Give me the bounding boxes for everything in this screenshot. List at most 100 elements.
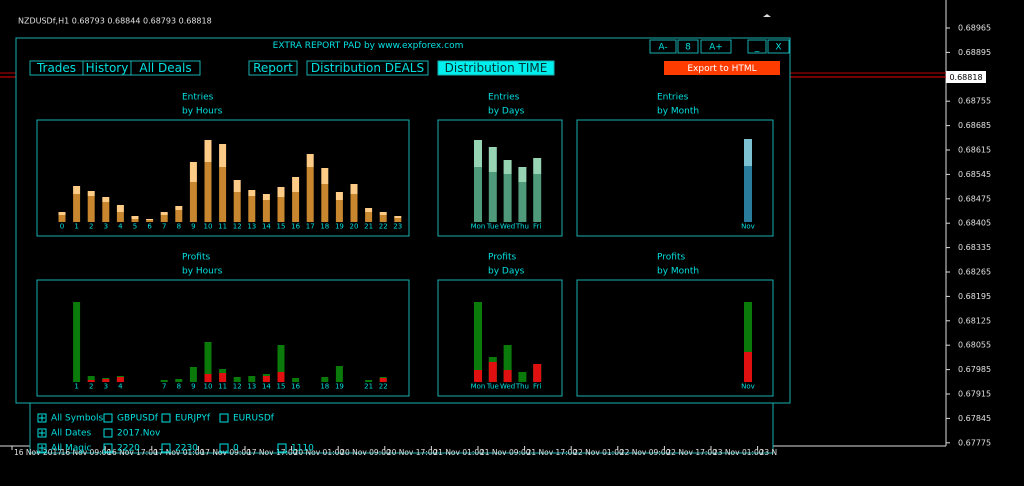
filter-label[interactable]: 2220 <box>117 444 140 454</box>
bar <box>262 200 270 222</box>
chart-title: Profits <box>488 253 516 263</box>
panel-button[interactable] <box>747 39 767 54</box>
view-label[interactable]: Distribution TIME <box>445 61 548 75</box>
checkbox-plus <box>39 445 45 451</box>
bar <box>204 342 212 382</box>
time-label: 21 Nov 09:00 <box>480 448 531 457</box>
x-label: 16 <box>291 223 300 231</box>
bar <box>394 216 402 218</box>
x-label: 22 <box>379 383 388 391</box>
x-label: 16 <box>291 383 300 391</box>
x-label: 0 <box>60 223 64 231</box>
bar <box>379 378 387 382</box>
x-label: 19 <box>335 223 344 231</box>
panel-button[interactable] <box>700 39 732 54</box>
checkbox[interactable] <box>219 413 229 423</box>
filter-label[interactable]: 2017.Nov <box>117 429 161 439</box>
tab-label[interactable]: History <box>86 61 129 75</box>
bar <box>233 377 241 382</box>
filter-label[interactable]: 2230 <box>175 444 198 454</box>
current-price-box <box>946 71 986 83</box>
button-label[interactable]: X <box>775 43 781 53</box>
price-label: 0.68125 <box>958 316 991 325</box>
bar <box>518 372 527 382</box>
checkbox[interactable] <box>161 413 171 423</box>
checkbox-plus <box>39 415 45 421</box>
x-label: 3 <box>104 383 108 391</box>
checkbox[interactable] <box>103 413 113 423</box>
bar <box>488 147 497 172</box>
bar <box>146 220 154 222</box>
x-label: 22 <box>379 223 388 231</box>
bar <box>365 380 373 382</box>
panel-button[interactable] <box>767 39 790 54</box>
tab[interactable] <box>130 60 201 76</box>
filter-label[interactable]: All Dates <box>51 429 92 439</box>
x-label: Wed <box>500 383 515 391</box>
x-label: Tue <box>486 223 499 231</box>
view-label[interactable]: Distribution DEALS <box>311 61 424 75</box>
button-label[interactable]: A+ <box>709 43 723 53</box>
button-label[interactable]: 8 <box>685 43 691 53</box>
filter-label[interactable]: All Symbols <box>51 414 104 424</box>
bar <box>379 212 387 215</box>
view-label[interactable]: Report <box>253 61 293 75</box>
checkbox[interactable] <box>103 443 113 453</box>
checkbox[interactable] <box>103 428 113 438</box>
checkbox[interactable] <box>37 428 47 438</box>
x-label: 11 <box>218 223 227 231</box>
checkbox[interactable] <box>219 443 229 453</box>
bar <box>488 172 497 222</box>
price-label: 0.68685 <box>958 121 991 130</box>
checkbox[interactable] <box>37 443 47 453</box>
price-label: 0.68545 <box>958 170 991 179</box>
button-label[interactable]: A- <box>658 43 667 53</box>
tab-label[interactable]: Trades <box>36 61 76 75</box>
bar <box>87 196 95 222</box>
export-button[interactable] <box>664 61 780 75</box>
chart-title: by Days <box>488 267 525 277</box>
time-label: 20 Nov 17:00 <box>387 448 438 457</box>
bar <box>277 372 285 382</box>
button-label[interactable]: _ <box>754 43 760 53</box>
view-tab[interactable] <box>306 60 429 76</box>
bar <box>87 376 95 382</box>
price-label: 0.68755 <box>958 97 991 106</box>
bar <box>533 364 542 382</box>
bar <box>204 140 212 162</box>
x-label: 4 <box>118 383 123 391</box>
bar <box>503 345 512 382</box>
view-tab[interactable] <box>248 60 298 76</box>
filter-label[interactable]: EURUSDf <box>233 414 275 424</box>
bar <box>248 190 256 196</box>
price-label: 0.68265 <box>958 268 991 277</box>
filter-label[interactable]: EURJPYf <box>175 414 211 424</box>
bar <box>474 302 482 382</box>
x-label: Fri <box>533 223 541 231</box>
checkbox[interactable] <box>277 443 287 453</box>
chart-title: by Month <box>657 107 699 117</box>
filter-label[interactable]: 1110 <box>291 444 314 454</box>
bar <box>306 154 314 167</box>
x-label: 21 <box>364 383 373 391</box>
view-tab[interactable] <box>437 60 555 76</box>
time-label: 23 N <box>760 448 778 457</box>
bar <box>175 210 183 222</box>
x-label: Fri <box>533 383 541 391</box>
filter-label[interactable]: GBPUSDf <box>117 414 159 424</box>
export-label[interactable]: Export to HTML <box>687 64 756 74</box>
bar <box>102 379 110 382</box>
panel-button[interactable] <box>649 39 677 54</box>
checkbox[interactable] <box>161 443 171 453</box>
x-label: 8 <box>177 223 181 231</box>
chart-title: by Days <box>488 107 525 117</box>
checkbox[interactable] <box>37 413 47 423</box>
panel-button[interactable] <box>677 39 699 54</box>
x-label: 20 <box>350 223 359 231</box>
filter-label[interactable]: All Magic <box>51 444 92 454</box>
chart-title: NZDUSDf,H1 0.68793 0.68844 0.68793 0.688… <box>18 17 212 26</box>
time-label: 16 Nov 09:00 <box>61 448 112 457</box>
tab-label[interactable]: All Deals <box>139 61 191 75</box>
x-label: 7 <box>162 383 166 391</box>
filter-label[interactable]: 0 <box>233 444 239 454</box>
